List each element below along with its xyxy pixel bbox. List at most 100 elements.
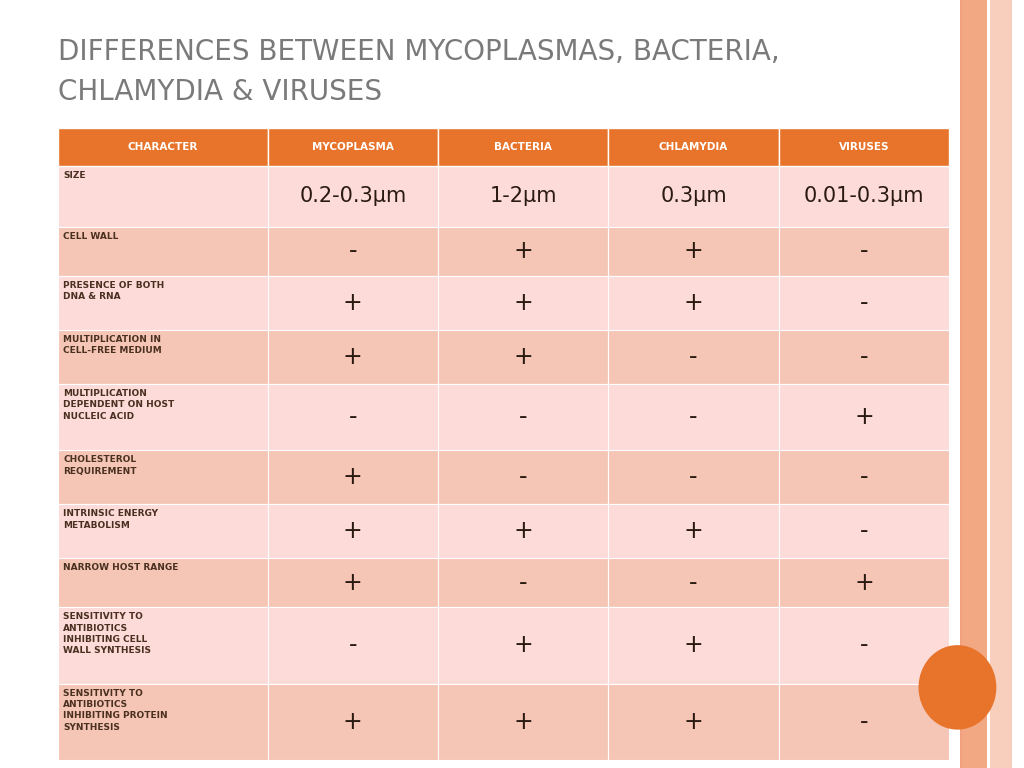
Text: -: - xyxy=(348,240,357,263)
Bar xyxy=(58,227,267,276)
Bar xyxy=(438,504,608,558)
Bar xyxy=(778,227,949,276)
Text: +: + xyxy=(343,345,362,369)
Text: VIRUSES: VIRUSES xyxy=(839,142,889,152)
Bar xyxy=(778,329,949,383)
Bar xyxy=(608,558,778,607)
Text: 0.3μm: 0.3μm xyxy=(660,187,727,207)
Text: SENSITIVITY TO
ANTIBIOTICS
INHIBITING PROTEIN
SYNTHESIS: SENSITIVITY TO ANTIBIOTICS INHIBITING PR… xyxy=(63,689,168,732)
Text: +: + xyxy=(343,519,362,543)
Text: +: + xyxy=(513,345,534,369)
Bar xyxy=(778,607,949,684)
Text: DIFFERENCES BETWEEN MYCOPLASMAS, BACTERIA,: DIFFERENCES BETWEEN MYCOPLASMAS, BACTERI… xyxy=(58,38,779,66)
Bar xyxy=(608,128,778,166)
Bar xyxy=(778,684,949,760)
Bar xyxy=(438,607,608,684)
Text: BACTERIA: BACTERIA xyxy=(495,142,552,152)
Bar xyxy=(267,684,438,760)
Bar xyxy=(608,504,778,558)
Text: -: - xyxy=(860,519,868,543)
Bar xyxy=(267,166,438,227)
Text: 0.2-0.3μm: 0.2-0.3μm xyxy=(299,187,407,207)
Bar xyxy=(608,329,778,383)
Bar xyxy=(58,276,267,329)
Bar xyxy=(778,450,949,504)
Text: -: - xyxy=(860,291,868,315)
Bar xyxy=(990,0,1012,768)
Bar xyxy=(778,383,949,450)
Text: CHLAMYDIA: CHLAMYDIA xyxy=(658,142,728,152)
Bar xyxy=(267,128,438,166)
Text: CHLAMYDIA & VIRUSES: CHLAMYDIA & VIRUSES xyxy=(58,78,382,106)
Text: +: + xyxy=(684,519,703,543)
Text: CELL WALL: CELL WALL xyxy=(63,232,119,241)
Text: +: + xyxy=(343,291,362,315)
Bar xyxy=(58,383,267,450)
Bar xyxy=(438,450,608,504)
Bar xyxy=(608,684,778,760)
Bar xyxy=(608,276,778,329)
Bar xyxy=(438,227,608,276)
Bar xyxy=(608,383,778,450)
Text: -: - xyxy=(860,710,868,733)
Text: MYCOPLASMA: MYCOPLASMA xyxy=(312,142,394,152)
Text: PRESENCE OF BOTH
DNA & RNA: PRESENCE OF BOTH DNA & RNA xyxy=(63,281,164,301)
Bar xyxy=(58,450,267,504)
Bar xyxy=(267,329,438,383)
Text: +: + xyxy=(513,634,534,657)
Bar xyxy=(58,329,267,383)
Text: +: + xyxy=(684,240,703,263)
Bar xyxy=(608,450,778,504)
Bar xyxy=(778,128,949,166)
Bar xyxy=(962,0,987,768)
Text: SIZE: SIZE xyxy=(63,171,85,180)
Text: -: - xyxy=(860,465,868,489)
Bar xyxy=(438,558,608,607)
Bar xyxy=(267,450,438,504)
Text: MULTIPLICATION
DEPENDENT ON HOST
NUCLEIC ACID: MULTIPLICATION DEPENDENT ON HOST NUCLEIC… xyxy=(63,389,174,421)
Text: +: + xyxy=(343,465,362,489)
Text: +: + xyxy=(684,710,703,733)
Bar xyxy=(438,166,608,227)
Bar xyxy=(438,329,608,383)
Bar xyxy=(267,383,438,450)
Bar xyxy=(778,558,949,607)
Text: CHOLESTEROL
REQUIREMENT: CHOLESTEROL REQUIREMENT xyxy=(63,455,136,475)
Bar xyxy=(58,128,267,166)
Text: +: + xyxy=(513,291,534,315)
Bar xyxy=(608,607,778,684)
Text: -: - xyxy=(689,405,697,429)
Text: +: + xyxy=(513,710,534,733)
Text: CHARACTER: CHARACTER xyxy=(128,142,198,152)
Bar xyxy=(58,684,267,760)
Text: -: - xyxy=(689,465,697,489)
Text: +: + xyxy=(513,519,534,543)
Text: -: - xyxy=(860,634,868,657)
Bar xyxy=(58,607,267,684)
Text: 1-2μm: 1-2μm xyxy=(489,187,557,207)
Text: MULTIPLICATION IN
CELL-FREE MEDIUM: MULTIPLICATION IN CELL-FREE MEDIUM xyxy=(63,335,162,355)
Bar xyxy=(438,684,608,760)
Bar xyxy=(608,166,778,227)
Bar xyxy=(438,383,608,450)
Text: -: - xyxy=(519,405,527,429)
Bar xyxy=(267,504,438,558)
Text: -: - xyxy=(519,465,527,489)
Bar xyxy=(778,166,949,227)
Text: -: - xyxy=(860,345,868,369)
Text: +: + xyxy=(854,571,873,594)
Bar xyxy=(267,227,438,276)
Text: -: - xyxy=(689,345,697,369)
Text: INTRINSIC ENERGY
METABOLISM: INTRINSIC ENERGY METABOLISM xyxy=(63,509,158,530)
Bar xyxy=(267,558,438,607)
Bar xyxy=(438,276,608,329)
Text: -: - xyxy=(348,405,357,429)
Text: +: + xyxy=(854,405,873,429)
Text: -: - xyxy=(689,571,697,594)
Text: +: + xyxy=(343,571,362,594)
Bar xyxy=(267,607,438,684)
Text: 0.01-0.3μm: 0.01-0.3μm xyxy=(804,187,925,207)
Bar xyxy=(58,504,267,558)
Bar xyxy=(58,558,267,607)
Text: SENSITIVITY TO
ANTIBIOTICS
INHIBITING CELL
WALL SYNTHESIS: SENSITIVITY TO ANTIBIOTICS INHIBITING CE… xyxy=(63,612,151,655)
